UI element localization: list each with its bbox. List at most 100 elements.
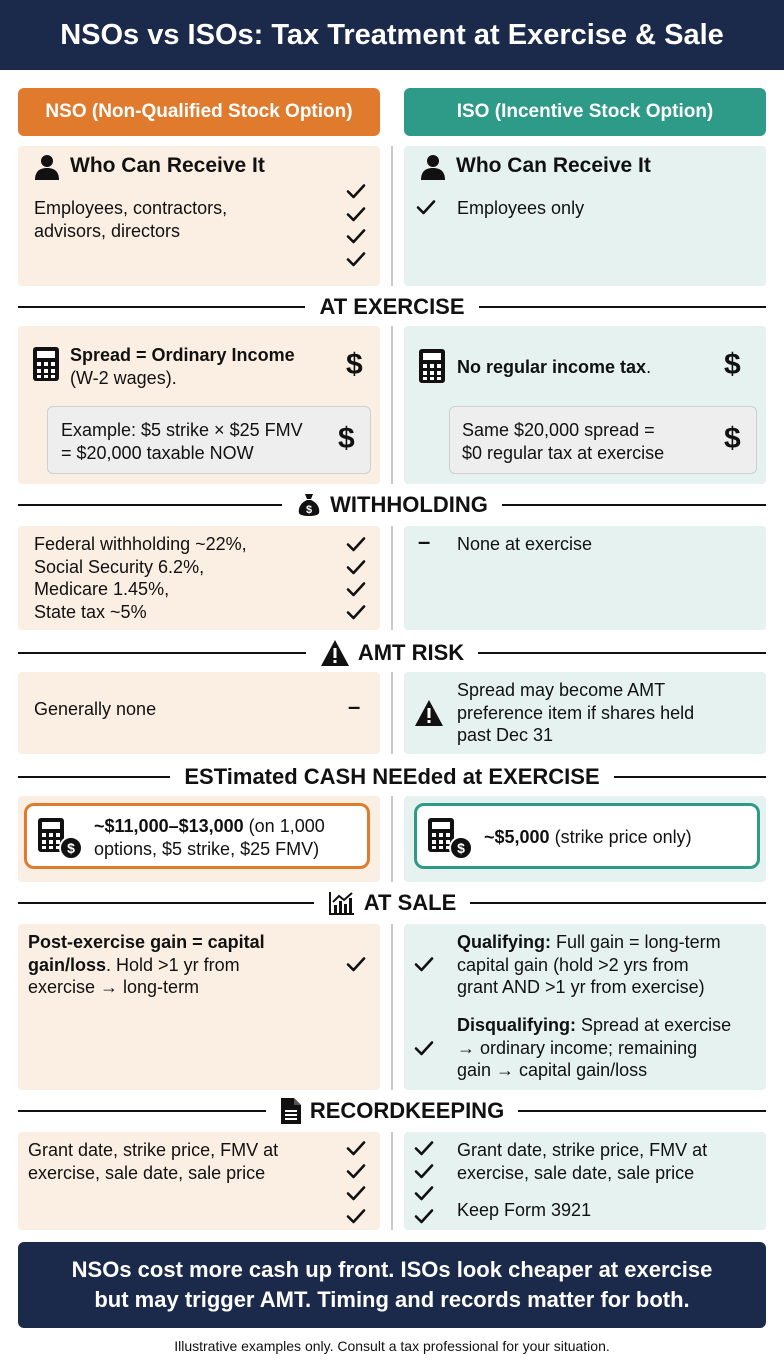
iso-records-form: Keep Form 3921 <box>457 1200 592 1220</box>
check-icon <box>346 604 366 619</box>
iso-disqualifying-text: gain → capital gain/loss <box>457 1060 648 1080</box>
nso-exercise-text: (W-2 wages). <box>70 367 177 388</box>
iso-records-panel: Grant date, strike price, FMV at exercis… <box>404 1132 766 1230</box>
nso-records-panel: Grant date, strike price, FMV at exercis… <box>18 1132 380 1230</box>
nso-withholding-line: Medicare 1.45%, <box>34 579 170 599</box>
nso-cash-text: (on 1,000 <box>243 816 325 836</box>
nso-amt-text: Generally none <box>34 699 157 719</box>
column-divider <box>391 796 393 882</box>
column-divider <box>391 326 393 484</box>
column-divider <box>391 924 393 1090</box>
iso-exercise-bold: No regular income tax <box>457 357 647 377</box>
iso-cash-amount: ~$5,000 <box>484 827 550 847</box>
iso-qualifying-label: Qualifying: <box>457 932 551 952</box>
summary-line-2: but may trigger AMT. Timing and records … <box>94 1287 690 1312</box>
warning-icon <box>414 699 444 727</box>
iso-records-text: exercise, sale date, sale price <box>457 1162 695 1183</box>
iso-amt-line: Spread may become AMT <box>457 680 666 700</box>
section-recordkeeping: RECORDKEEPING <box>18 1098 767 1124</box>
check-icon <box>414 1038 434 1058</box>
nso-cash-amount: ~$11,000–$13,000 <box>94 816 244 836</box>
nso-who-panel: Who Can Receive It Employees, contractor… <box>18 146 380 286</box>
chart-icon <box>328 892 354 915</box>
section-withholding: $ WITHHOLDING <box>18 492 766 518</box>
dollar-icon: $ <box>724 348 741 381</box>
check-icon <box>346 1208 366 1223</box>
summary-line-1: NSOs cost more cash up front. ISOs look … <box>71 1257 713 1282</box>
iso-amt-line: past Dec 31 <box>457 725 554 745</box>
check-list <box>346 180 366 270</box>
check-icon <box>416 197 436 217</box>
section-title: AT EXERCISE <box>319 294 465 319</box>
iso-qualifying-text: grant AND >1 yr from exercise) <box>457 977 705 997</box>
check-list <box>346 1137 366 1227</box>
column-divider <box>391 146 393 286</box>
iso-amt-panel: Spread may become AMT preference item if… <box>404 672 766 754</box>
check-icon <box>346 184 366 199</box>
nso-who-text: Employees, contractors, advisors, direct… <box>34 198 228 241</box>
check-icon <box>346 1186 366 1201</box>
iso-disqualifying-label: Disqualifying: <box>457 1015 577 1035</box>
iso-cash-text: (strike price only) <box>549 827 692 847</box>
check-icon <box>346 559 366 574</box>
dash-icon: – <box>418 529 431 554</box>
dollar-icon: $ <box>724 422 741 455</box>
check-icon <box>414 1141 434 1156</box>
check-icon <box>414 1163 434 1178</box>
iso-qualifying-text: Full gain = long-term <box>551 932 721 952</box>
iso-example-line-1: Same $20,000 spread = <box>462 420 655 440</box>
calculator-icon <box>418 348 446 384</box>
svg-text:$: $ <box>457 840 465 856</box>
check-icon <box>346 229 366 244</box>
section-cash-needed: ESTimated CASH NEEded at EXERCISE <box>18 764 766 790</box>
nso-withholding-line: State tax ~5% <box>34 601 147 622</box>
iso-disqualifying-text: Spread at exercise <box>576 1015 732 1035</box>
nso-column-header: NSO (Non-Qualified Stock Option) <box>18 88 380 136</box>
check-icon <box>346 1163 366 1178</box>
money-bag-icon: $ <box>298 494 320 516</box>
section-title: AMT RISK <box>357 640 465 665</box>
iso-records-text: Grant date, strike price, FMV at <box>457 1140 708 1160</box>
calculator-coin-icon: $ <box>38 818 83 860</box>
nso-sale-text: exercise → long-term <box>28 977 200 997</box>
check-icon <box>346 206 366 221</box>
warning-icon <box>320 639 350 667</box>
nso-example-box: Example: $5 strike × $25 FMV = $20,000 t… <box>47 406 371 474</box>
dash-icon: – <box>348 694 361 719</box>
iso-amt-line: preference item if shares held <box>457 702 695 723</box>
nso-records-text: exercise, sale date, sale price <box>28 1162 266 1183</box>
section-title: AT SALE <box>363 890 457 915</box>
check-icon <box>414 954 434 974</box>
svg-text:$: $ <box>67 840 75 856</box>
iso-who-text: Employees only <box>457 198 585 218</box>
calculator-coin-icon: $ <box>428 818 473 860</box>
iso-sale-panel: Qualifying: Full gain = long-term capita… <box>404 924 766 1090</box>
iso-disqualifying-text: → ordinary income; remaining <box>457 1037 698 1058</box>
disclaimer: Illustrative examples only. Consult a ta… <box>174 1338 610 1354</box>
section-title: RECORDKEEPING <box>309 1098 505 1123</box>
check-icon <box>346 537 366 552</box>
check-list <box>414 1137 434 1227</box>
calculator-icon <box>32 346 60 382</box>
nso-cash-text: options, $5 strike, $25 FMV) <box>94 838 320 859</box>
check-icon <box>414 1208 434 1223</box>
document-icon <box>280 1098 301 1124</box>
dollar-icon: $ <box>338 422 355 455</box>
section-title: WITHHOLDING <box>330 492 488 517</box>
svg-text:$: $ <box>306 504 312 516</box>
nso-withholding-line: Federal withholding ~22%, <box>34 534 247 554</box>
iso-exercise-panel: No regular income tax. $ Same $20,000 sp… <box>404 326 766 484</box>
iso-withholding-panel: – None at exercise <box>404 526 766 630</box>
section-at-sale: AT SALE <box>18 890 767 916</box>
summary-banner: NSOs cost more cash up front. ISOs look … <box>18 1242 766 1328</box>
iso-exercise-text: . <box>646 357 652 377</box>
column-divider <box>391 672 393 754</box>
person-icon <box>420 154 446 180</box>
iso-cash-panel: $ ~$5,000 (strike price only) <box>404 796 766 882</box>
section-amt-risk: AMT RISK <box>18 639 767 667</box>
iso-who-panel: Who Can Receive It Employees only <box>404 146 766 286</box>
iso-qualifying-text: capital gain (hold >2 yrs from <box>457 954 689 975</box>
check-icon <box>346 582 366 597</box>
nso-exercise-bold: Spread = Ordinary Income <box>70 345 295 365</box>
nso-exercise-panel: Spread = Ordinary Income (W-2 wages). $ … <box>18 326 380 484</box>
